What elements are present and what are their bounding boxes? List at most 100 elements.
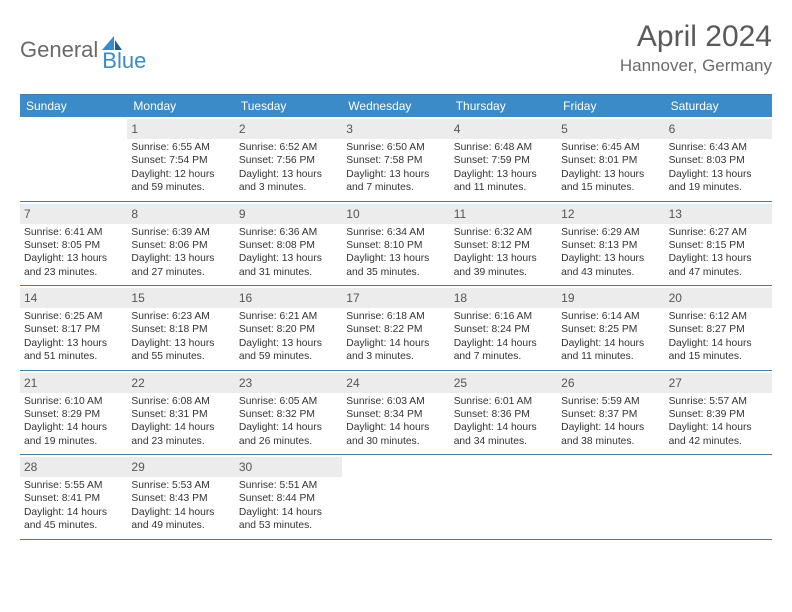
day-number: 14 [24,291,37,305]
daylight-line: Daylight: 14 hours and 11 minutes. [561,337,660,364]
day-cell: 16Sunrise: 6:21 AMSunset: 8:20 PMDayligh… [235,286,342,371]
day-cell: 13Sunrise: 6:27 AMSunset: 8:15 PMDayligh… [665,202,772,287]
sunset-line: Sunset: 8:24 PM [454,323,553,336]
sunset-line: Sunset: 8:15 PM [669,239,768,252]
daylight-line: Daylight: 13 hours and 35 minutes. [346,252,445,279]
day-cell: 20Sunrise: 6:12 AMSunset: 8:27 PMDayligh… [665,286,772,371]
day-number: 21 [24,376,37,390]
daynum-bar: 2 [235,119,342,139]
daylight-line: Daylight: 14 hours and 42 minutes. [669,421,768,448]
daylight-line: Daylight: 13 hours and 11 minutes. [454,168,553,195]
daynum-bar: 6 [665,119,772,139]
daynum-bar: 12 [557,204,664,224]
brand-word-2: Blue [102,48,146,74]
dow-header: Monday [127,95,234,117]
sunrise-line: Sunrise: 6:14 AM [561,310,660,323]
sunrise-line: Sunrise: 6:41 AM [24,226,123,239]
sunrise-line: Sunrise: 6:29 AM [561,226,660,239]
daylight-line: Daylight: 13 hours and 19 minutes. [669,168,768,195]
day-cell: 26Sunrise: 5:59 AMSunset: 8:37 PMDayligh… [557,371,664,456]
daylight-line: Daylight: 13 hours and 59 minutes. [239,337,338,364]
sunrise-line: Sunrise: 6:36 AM [239,226,338,239]
day-cell: 28Sunrise: 5:55 AMSunset: 8:41 PMDayligh… [20,455,127,540]
empty-cell [665,455,772,540]
day-number: 5 [561,122,568,136]
day-cell: 17Sunrise: 6:18 AMSunset: 8:22 PMDayligh… [342,286,449,371]
day-cell: 23Sunrise: 6:05 AMSunset: 8:32 PMDayligh… [235,371,342,456]
daynum-bar: 23 [235,373,342,393]
brand-word-1: General [20,37,98,63]
day-number: 12 [561,207,574,221]
daynum-bar: 3 [342,119,449,139]
day-number: 23 [239,376,252,390]
daylight-line: Daylight: 14 hours and 23 minutes. [131,421,230,448]
daynum-bar: 11 [450,204,557,224]
day-cell: 15Sunrise: 6:23 AMSunset: 8:18 PMDayligh… [127,286,234,371]
header: General Blue April 2024 Hannover, German… [20,20,772,76]
day-cell: 3Sunrise: 6:50 AMSunset: 7:58 PMDaylight… [342,117,449,202]
daylight-line: Daylight: 13 hours and 51 minutes. [24,337,123,364]
daylight-line: Daylight: 13 hours and 15 minutes. [561,168,660,195]
daynum-bar: 30 [235,457,342,477]
sunrise-line: Sunrise: 5:57 AM [669,395,768,408]
sunset-line: Sunset: 8:08 PM [239,239,338,252]
sunrise-line: Sunrise: 6:25 AM [24,310,123,323]
day-cell: 27 Sunrise: 5:57 AMSunset: 8:39 PMDayligh… [665,371,772,456]
day-number: 11 [454,207,466,221]
daylight-line: Daylight: 12 hours and 59 minutes. [131,168,230,195]
day-cell: 22Sunrise: 6:08 AMSunset: 8:31 PMDayligh… [127,371,234,456]
dow-header: Thursday [450,95,557,117]
sunrise-line: Sunrise: 6:01 AM [454,395,553,408]
daylight-line: Daylight: 13 hours and 31 minutes. [239,252,338,279]
day-cell: 19Sunrise: 6:14 AMSunset: 8:25 PMDayligh… [557,286,664,371]
sunset-line: Sunset: 7:54 PM [131,154,230,167]
daylight-line: Daylight: 14 hours and 15 minutes. [669,337,768,364]
daylight-line: Daylight: 14 hours and 30 minutes. [346,421,445,448]
daynum-bar: 14 [20,288,127,308]
sunrise-line: Sunrise: 6:05 AM [239,395,338,408]
daylight-line: Daylight: 13 hours and 23 minutes. [24,252,123,279]
daylight-line: Daylight: 14 hours and 34 minutes. [454,421,553,448]
sunset-line: Sunset: 8:17 PM [24,323,123,336]
dow-header: Saturday [665,95,772,117]
day-number: 3 [346,122,353,136]
day-number: 26 [561,376,574,390]
month-title: April 2024 [620,20,772,54]
sunrise-line: Sunrise: 6:21 AM [239,310,338,323]
day-cell: 10Sunrise: 6:34 AMSunset: 8:10 PMDayligh… [342,202,449,287]
sunset-line: Sunset: 8:29 PM [24,408,123,421]
daynum-bar: 8 [127,204,234,224]
daynum-bar: 24 [342,373,449,393]
daylight-line: Daylight: 14 hours and 49 minutes. [131,506,230,533]
day-number: 27 [669,376,682,390]
day-number: 10 [346,207,359,221]
daynum-bar: 18 [450,288,557,308]
dow-header: Tuesday [235,95,342,117]
day-number: 25 [454,376,467,390]
day-cell: 7Sunrise: 6:41 AMSunset: 8:05 PMDaylight… [20,202,127,287]
day-cell: 9Sunrise: 6:36 AMSunset: 8:08 PMDaylight… [235,202,342,287]
daynum-bar: 10 [342,204,449,224]
day-cell: 2Sunrise: 6:52 AMSunset: 7:56 PMDaylight… [235,117,342,202]
sunrise-line: Sunrise: 6:03 AM [346,395,445,408]
day-number: 4 [454,122,461,136]
sunrise-line: Sunrise: 6:48 AM [454,141,553,154]
sunset-line: Sunset: 8:39 PM [669,408,768,421]
sunrise-line: Sunrise: 6:23 AM [131,310,230,323]
day-number: 17 [346,291,359,305]
day-cell: 1Sunrise: 6:55 AMSunset: 7:54 PMDaylight… [127,117,234,202]
day-number: 19 [561,291,574,305]
daylight-line: Daylight: 14 hours and 26 minutes. [239,421,338,448]
dow-header: Wednesday [342,95,449,117]
daynum-bar: 5 [557,119,664,139]
sunrise-line: Sunrise: 6:43 AM [669,141,768,154]
sunset-line: Sunset: 7:56 PM [239,154,338,167]
sunset-line: Sunset: 8:37 PM [561,408,660,421]
sunrise-line: Sunrise: 6:45 AM [561,141,660,154]
day-cell: 11Sunrise: 6:32 AMSunset: 8:12 PMDayligh… [450,202,557,287]
daynum-bar: 29 [127,457,234,477]
day-cell: 5Sunrise: 6:45 AMSunset: 8:01 PMDaylight… [557,117,664,202]
daynum-bar: 19 [557,288,664,308]
sunset-line: Sunset: 8:10 PM [346,239,445,252]
sunset-line: Sunset: 8:06 PM [131,239,230,252]
